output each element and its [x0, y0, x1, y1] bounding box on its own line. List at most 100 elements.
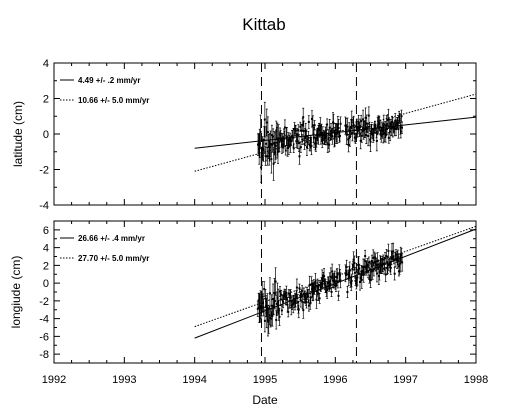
data-point: [348, 135, 351, 138]
data-point: [268, 314, 271, 317]
data-point: [373, 126, 376, 129]
data-point: [365, 134, 368, 137]
data-point: [328, 280, 331, 283]
data-point: [357, 122, 360, 125]
data-point: [260, 166, 263, 169]
data-point: [299, 294, 302, 297]
data-point: [360, 120, 363, 123]
data-point: [367, 114, 370, 117]
data-point: [337, 126, 340, 129]
data-point: [301, 123, 304, 126]
data-point: [264, 155, 267, 158]
data-point: [274, 151, 277, 154]
data-point: [390, 256, 393, 259]
data-point: [308, 144, 311, 147]
data-point: [367, 134, 370, 137]
data-point: [355, 278, 358, 281]
data-point: [277, 309, 280, 312]
data-point: [389, 130, 392, 133]
data-point: [399, 253, 402, 256]
data-point: [370, 270, 373, 273]
data-point: [285, 135, 288, 138]
data-point: [280, 144, 283, 147]
data-point: [306, 141, 309, 144]
data-point: [272, 298, 275, 301]
data-point: [278, 140, 281, 143]
longitude-panel: -8 -6 -4 -2 0 2 4 6 1992 1993 1994 1995 1996 1997 1998…: [9, 220, 488, 386]
data-point: [275, 141, 278, 144]
data-point: [288, 299, 291, 302]
data-point: [317, 284, 320, 287]
y-tick-label: 0: [43, 129, 49, 141]
data-point: [338, 134, 341, 137]
data-point: [272, 305, 275, 308]
data-point: [274, 144, 277, 147]
data-point: [383, 262, 386, 265]
data-point: [327, 138, 330, 141]
data-point: [289, 138, 292, 141]
data-point: [359, 139, 362, 142]
data-point: [307, 120, 310, 123]
data-point: [298, 287, 301, 290]
data-point: [330, 133, 333, 136]
data-point: [296, 301, 299, 304]
data-point: [273, 299, 276, 302]
data-point: [324, 133, 327, 136]
data-point: [392, 258, 395, 261]
data-point: [267, 319, 270, 322]
data-point: [396, 256, 399, 259]
data-point: [371, 132, 374, 135]
data-point: [292, 303, 295, 306]
data-point: [267, 145, 270, 148]
data-point: [287, 310, 290, 313]
data-point: [333, 279, 336, 282]
data-point: [400, 115, 403, 118]
data-point: [356, 130, 359, 133]
data-point: [302, 116, 305, 119]
data-point: [369, 268, 372, 271]
data-point: [389, 263, 392, 266]
data-point: [282, 300, 285, 303]
data-point: [334, 284, 337, 287]
data-point: [362, 273, 365, 276]
data-point: [304, 298, 307, 301]
data-point: [372, 256, 375, 259]
data-point: [390, 127, 393, 130]
data-point: [303, 142, 306, 145]
data-point: [295, 296, 298, 299]
data-point: [382, 133, 385, 136]
data-point: [359, 126, 362, 129]
data-point: [380, 128, 383, 131]
data-point: [373, 256, 376, 259]
data-point: [396, 122, 399, 125]
data-point: [371, 269, 374, 272]
data-point: [265, 312, 268, 315]
data-point: [310, 144, 313, 147]
data-point: [277, 137, 280, 140]
data-point: [359, 277, 362, 280]
data-point: [399, 262, 402, 265]
data-point: [394, 119, 397, 122]
data-point: [354, 279, 357, 282]
data-point: [399, 126, 402, 129]
data-point: [345, 266, 348, 269]
data-point: [344, 124, 347, 127]
data-point: [320, 131, 323, 134]
data-point: [260, 306, 263, 309]
data-point: [299, 125, 302, 128]
data-point: [302, 309, 305, 312]
data-point: [372, 134, 375, 137]
data-point: [363, 265, 366, 268]
observation-points: [256, 242, 404, 337]
data-point: [280, 139, 283, 142]
x-tick-label: 1997: [393, 374, 417, 386]
data-point: [350, 279, 353, 282]
data-point: [392, 126, 395, 129]
data-point: [348, 272, 351, 275]
data-point: [301, 289, 304, 292]
data-point: [394, 258, 397, 261]
data-point: [280, 309, 283, 312]
data-point: [398, 115, 401, 118]
x-axis-label: Date: [252, 393, 278, 407]
